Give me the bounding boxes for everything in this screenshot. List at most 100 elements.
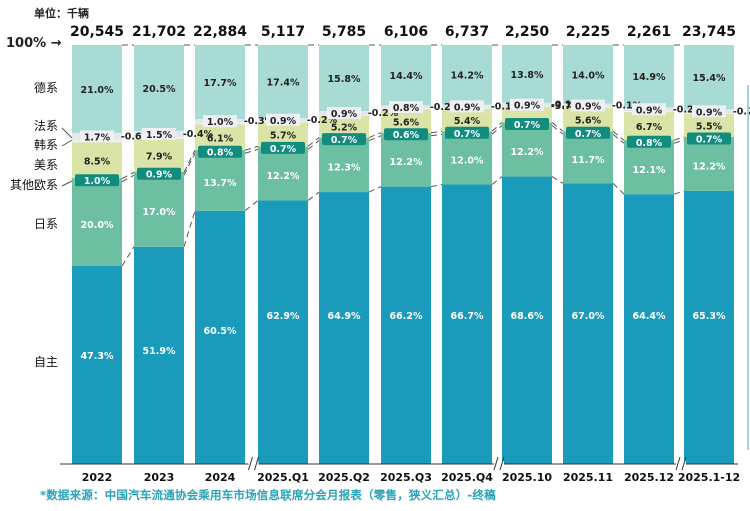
bar-segment	[624, 143, 674, 195]
badge-other-eu	[505, 117, 549, 130]
data-label: -0.1%	[612, 101, 643, 112]
data-label: 8.5%	[84, 156, 111, 167]
data-label: 51.9%	[143, 346, 176, 357]
legend-label: 自主	[34, 355, 58, 369]
data-label: 6.1%	[207, 133, 234, 144]
axis-break-gap	[248, 461, 259, 467]
total-label: 20,545	[70, 24, 124, 40]
data-label: 12.3%	[328, 162, 361, 173]
connector-line-other-eu	[307, 137, 320, 147]
label-bg	[571, 99, 605, 112]
data-label: -0.4%	[183, 129, 214, 140]
data-label: 47.3%	[81, 351, 114, 362]
label-bg	[80, 130, 114, 143]
unit-label: 单位：千辆	[34, 7, 89, 20]
data-label: -0.2%	[673, 104, 704, 115]
x-tick-label: 2025.10	[502, 471, 552, 484]
data-label: -0.2%	[368, 108, 399, 119]
data-label: 0.9%	[454, 102, 481, 113]
connector-line-other-eu	[430, 133, 443, 137]
data-label: 12.1%	[633, 165, 666, 176]
bar-segment	[624, 112, 674, 141]
connector-line-other-eu	[551, 125, 564, 135]
data-label: 0.7%	[454, 129, 481, 140]
data-label: 11.7%	[572, 155, 605, 166]
data-label: 12.0%	[451, 155, 484, 166]
bar-segment	[442, 45, 492, 105]
data-label: 0.9%	[575, 102, 602, 113]
connector-line-other-eu	[121, 174, 135, 183]
connector-line-other-eu	[244, 145, 259, 151]
connector-line-zizhu	[491, 176, 503, 185]
bar-segment	[72, 45, 122, 133]
legend-label: 德系	[34, 80, 58, 95]
bar-segment	[195, 153, 245, 211]
data-label: 0.9%	[270, 116, 297, 127]
data-label: 12.2%	[693, 161, 726, 172]
bar-segment	[502, 176, 552, 465]
bar-segment	[502, 45, 552, 103]
data-label: -0.2%	[733, 106, 750, 117]
data-label: 1.0%	[84, 176, 111, 187]
connector-line-other-eu	[612, 133, 625, 144]
bar-segment	[624, 45, 674, 108]
data-label: 0.9%	[514, 101, 541, 112]
connector-line-other-eu	[368, 135, 382, 142]
label-bg	[632, 103, 666, 116]
bar-segment	[195, 210, 245, 464]
x-tick-label: 2024	[205, 471, 236, 484]
data-label: 0.7%	[331, 135, 358, 146]
bar-segment	[134, 138, 184, 172]
bar-segment	[381, 135, 431, 187]
badge-other-eu	[261, 141, 305, 154]
connector-line-other-eu	[612, 130, 625, 141]
x-tick-label: 2025.12	[624, 471, 674, 484]
connector-line-zizhu	[551, 176, 564, 184]
x-tick-label: 2022	[82, 471, 113, 484]
data-label: -0.2%	[430, 102, 461, 113]
bar-segment	[563, 107, 613, 132]
bar-segment	[684, 190, 734, 464]
bar-segment	[502, 125, 552, 177]
data-label: 1.7%	[84, 132, 111, 143]
total-label: 2,250	[505, 24, 550, 40]
data-label: 21.0%	[81, 85, 114, 96]
data-source-note: *数据来源：中国汽车流通协会乘用车市场信息联席分会月报表（零售，狭义汇总）-终稿	[40, 488, 496, 502]
bar-segment	[442, 184, 492, 465]
data-label: 1.0%	[207, 117, 234, 128]
total-label: 6,106	[384, 24, 428, 40]
legend-leader	[61, 180, 73, 187]
bar-segment	[319, 192, 369, 464]
data-label: 12.2%	[390, 157, 423, 168]
badge-other-eu	[627, 135, 671, 148]
data-label: 5.6%	[575, 116, 602, 127]
data-label: 7.9%	[146, 151, 173, 162]
x-tick-label: 2025.1-12	[678, 471, 740, 484]
badge-other-eu	[384, 128, 428, 141]
data-label: 20.5%	[143, 84, 176, 95]
data-label: 12.2%	[511, 147, 544, 158]
connector-line-other-eu	[430, 130, 443, 134]
connector-line-other-eu	[307, 140, 320, 150]
data-label: 15.8%	[328, 74, 361, 85]
axis-break-mark	[493, 456, 499, 471]
data-label: 62.9%	[267, 311, 300, 322]
legend-leader	[61, 127, 73, 139]
bar-segment	[134, 175, 184, 247]
data-label: 13.8%	[511, 70, 544, 81]
legend-label: 其他欧系	[10, 178, 58, 192]
axis-break-mark	[248, 456, 253, 471]
data-label: 14.4%	[390, 71, 423, 82]
bar-segment	[563, 45, 613, 104]
bar-segment	[381, 109, 431, 133]
connector-line-other-eu	[121, 171, 135, 180]
data-label: 65.3%	[693, 311, 726, 322]
total-label: 6,737	[445, 24, 489, 40]
x-tick-label: 2025.Q2	[318, 471, 370, 484]
data-label: 66.7%	[451, 311, 484, 322]
axis-break-mark	[675, 456, 681, 471]
data-label: 0.9%	[696, 107, 723, 118]
label-bg	[389, 101, 423, 114]
bar-segment	[684, 113, 734, 137]
bar-segment	[134, 246, 184, 464]
